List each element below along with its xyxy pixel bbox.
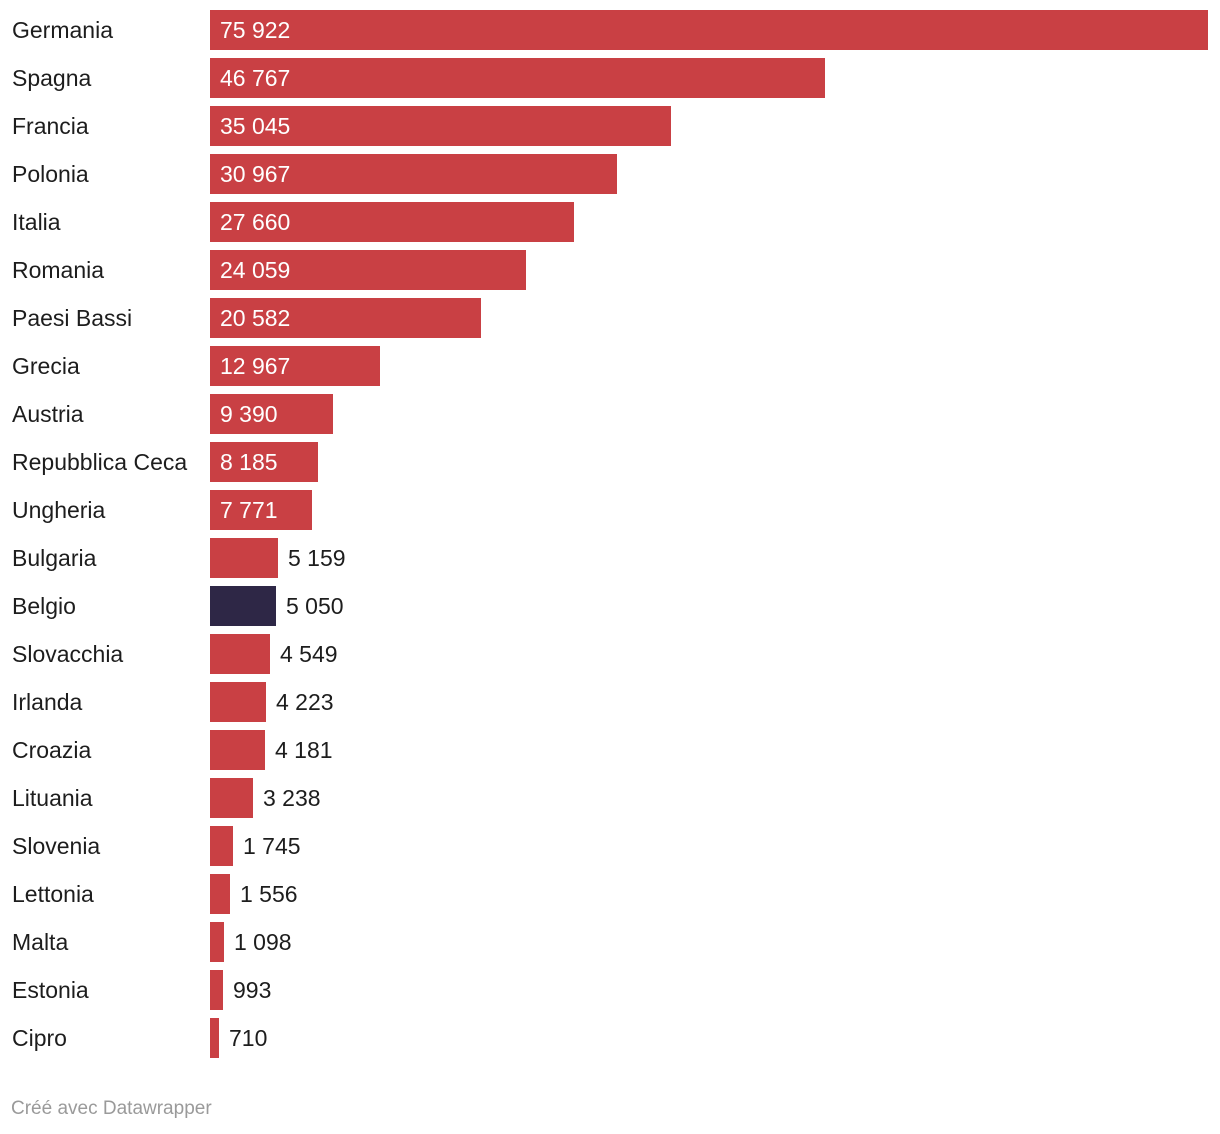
category-label: Croazia — [12, 737, 92, 763]
bar — [210, 10, 1208, 50]
category-label: Grecia — [12, 353, 80, 379]
bar-row: Estonia 993 — [0, 970, 1220, 1010]
category-label: Bulgaria — [12, 545, 97, 571]
bar-row: Francia 35 045 — [0, 106, 1220, 146]
bar — [210, 826, 233, 866]
category-label: Malta — [12, 929, 69, 955]
value-label: 4 181 — [275, 737, 333, 763]
bar-row: Croazia 4 181 — [0, 730, 1220, 770]
bar-row: Romania 24 059 — [0, 250, 1220, 290]
category-label: Cipro — [12, 1025, 67, 1051]
category-label: Italia — [12, 209, 61, 235]
value-label: 8 185 — [220, 449, 278, 475]
category-label: Slovenia — [12, 833, 101, 859]
category-label: Slovacchia — [12, 641, 124, 667]
bar — [210, 58, 825, 98]
value-label: 7 771 — [220, 497, 278, 523]
bar — [210, 634, 270, 674]
category-label: Germania — [12, 17, 113, 43]
bar-row: Grecia 12 967 — [0, 346, 1220, 386]
category-label: Spagna — [12, 65, 92, 91]
bar — [210, 442, 318, 482]
value-label: 1 556 — [240, 881, 298, 907]
bar — [210, 490, 312, 530]
bar — [210, 154, 617, 194]
value-label: 4 549 — [280, 641, 338, 667]
value-label: 1 098 — [234, 929, 292, 955]
value-label: 35 045 — [220, 113, 291, 139]
value-label: 27 660 — [220, 209, 291, 235]
bar-row: Slovacchia 4 549 — [0, 634, 1220, 674]
category-label: Repubblica Ceca — [12, 449, 188, 475]
category-label: Irlanda — [12, 689, 83, 715]
category-label: Paesi Bassi — [12, 305, 133, 331]
category-label: Francia — [12, 113, 89, 139]
bar — [210, 250, 526, 290]
bar-row: Germania 75 922 — [0, 10, 1220, 50]
bar-row: Bulgaria 5 159 — [0, 538, 1220, 578]
bar — [210, 682, 266, 722]
value-label: 993 — [233, 977, 272, 1003]
bar — [210, 538, 278, 578]
bar-row: Irlanda 4 223 — [0, 682, 1220, 722]
bar — [210, 586, 276, 626]
value-label: 5 050 — [286, 593, 344, 619]
bar-row: Italia 27 660 — [0, 202, 1220, 242]
category-label: Lettonia — [12, 881, 94, 907]
bar — [210, 1018, 219, 1058]
bar-row: Lettonia 1 556 — [0, 874, 1220, 914]
value-label: 3 238 — [263, 785, 321, 811]
bar — [210, 106, 671, 146]
bar — [210, 298, 481, 338]
bar-row: Austria 9 390 — [0, 394, 1220, 434]
value-label: 9 390 — [220, 401, 278, 427]
value-label: 1 745 — [243, 833, 301, 859]
value-label: 46 767 — [220, 65, 291, 91]
bar-row: Polonia 30 967 — [0, 154, 1220, 194]
category-label: Polonia — [12, 161, 89, 187]
bar — [210, 874, 230, 914]
category-label: Austria — [12, 401, 84, 427]
bar-row: Paesi Bassi 20 582 — [0, 298, 1220, 338]
value-label: 12 967 — [220, 353, 291, 379]
bar — [210, 970, 223, 1010]
value-label: 20 582 — [220, 305, 291, 331]
value-label: 24 059 — [220, 257, 291, 283]
bar-row: Lituania 3 238 — [0, 778, 1220, 818]
value-label: 75 922 — [220, 17, 291, 43]
bar-row: Repubblica Ceca 8 185 — [0, 442, 1220, 482]
bar-chart: Germania 75 922 Spagna 46 767 Francia 35 045 P… — [0, 10, 1220, 1058]
bar-row: Cipro 710 — [0, 1018, 1220, 1058]
bar-row: Spagna 46 767 — [0, 58, 1220, 98]
value-label: 710 — [229, 1025, 268, 1051]
category-label: Estonia — [12, 977, 89, 1003]
value-label: 4 223 — [276, 689, 334, 715]
chart-credit: Créé avec Datawrapper — [11, 1098, 212, 1119]
bar-row: Ungheria 7 771 — [0, 490, 1220, 530]
bar-row: Belgio 5 050 — [0, 586, 1220, 626]
category-label: Belgio — [12, 593, 76, 619]
bar — [210, 346, 380, 386]
value-label: 30 967 — [220, 161, 291, 187]
category-label: Ungheria — [12, 497, 106, 523]
category-label: Romania — [12, 257, 105, 283]
bar-row: Malta 1 098 — [0, 922, 1220, 962]
bar — [210, 778, 253, 818]
bar — [210, 922, 224, 962]
bar — [210, 730, 265, 770]
bar-row: Slovenia 1 745 — [0, 826, 1220, 866]
bar — [210, 202, 574, 242]
bar — [210, 394, 333, 434]
value-label: 5 159 — [288, 545, 346, 571]
category-label: Lituania — [12, 785, 93, 811]
